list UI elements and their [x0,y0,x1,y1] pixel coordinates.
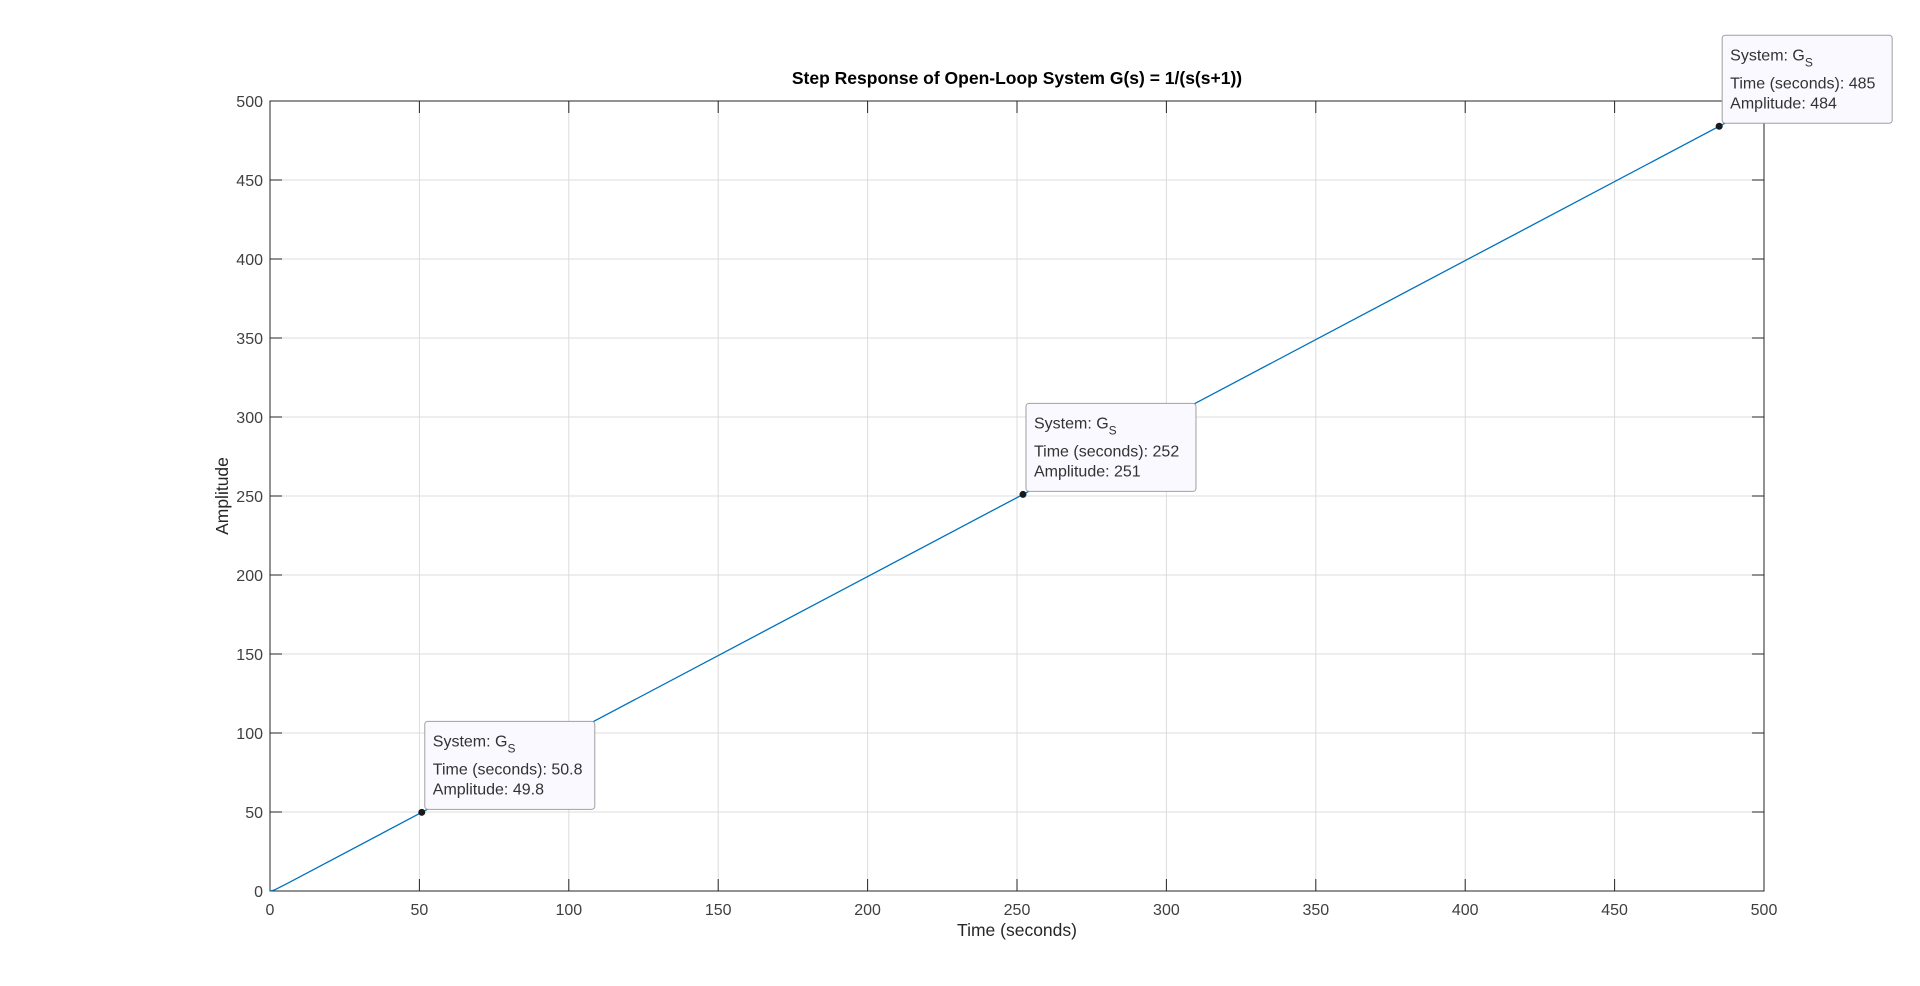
y-tick-label: 300 [236,410,263,427]
datatip-system-subscript: S [1109,423,1117,437]
y-tick-label: 400 [236,252,263,269]
y-tick-label: 200 [236,568,263,585]
datatip-system: System: GS [1730,47,1813,69]
y-tick-label: 100 [236,726,263,743]
y-axis-label: Amplitude [212,457,232,535]
chart-title: Step Response of Open-Loop System G(s) =… [792,68,1242,88]
datatip[interactable]: System: GS Time (seconds): 50.8 Amplitude:… [418,720,596,816]
y-tick-label: 150 [236,647,263,664]
datatip-marker[interactable] [1019,490,1027,498]
datatip-time: Time (seconds): 485 [1730,75,1875,92]
x-tick-label: 250 [1004,902,1031,919]
y-tick-label: 500 [236,94,263,111]
datatip[interactable]: System: GS Time (seconds): 252 Amplitude: … [1019,402,1197,498]
x-tick-label: 450 [1601,902,1628,919]
datatip-box[interactable] [1025,402,1197,492]
y-tick-label: 250 [236,489,263,506]
datatip-marker[interactable] [1715,122,1723,130]
datatip-box[interactable] [1721,34,1893,124]
datatip-amplitude: Amplitude: 49.8 [433,781,544,798]
y-tick-label: 450 [236,173,263,190]
datatip-time: Time (seconds): 50.8 [433,761,583,778]
y-tick-label: 350 [236,331,263,348]
ticks: 0 50 100 150 200 250 300 350 400 450 500 0 50 100 150 2… [236,94,1777,919]
datatip-system-subscript: S [1805,55,1813,69]
datatip-system: System: GS [433,733,516,755]
x-tick-label: 500 [1751,902,1778,919]
x-tick-label: 400 [1452,902,1479,919]
datatip-system: System: GS [1034,415,1117,437]
x-tick-label: 350 [1302,902,1329,919]
y-tick-label: 50 [245,805,263,822]
datatip-time: Time (seconds): 252 [1034,443,1179,460]
datatips-group: System: GS Time (seconds): 50.8 Amplitude:… [418,34,1893,816]
datatip-amplitude: Amplitude: 484 [1730,95,1837,112]
x-tick-label: 0 [266,902,275,919]
grid [270,101,1764,891]
x-axis-label: Time (seconds) [957,920,1077,940]
x-tick-label: 200 [854,902,881,919]
x-tick-label: 50 [411,902,429,919]
y-tick-label: 0 [254,884,263,901]
datatip[interactable]: System: GS Time (seconds): 485 Amplitude: … [1715,34,1893,130]
x-tick-label: 300 [1153,902,1180,919]
x-tick-label: 150 [705,902,732,919]
datatip-system-subscript: S [507,741,515,755]
datatip-amplitude: Amplitude: 251 [1034,463,1141,480]
x-tick-label: 100 [555,902,582,919]
datatip-marker[interactable] [418,808,426,816]
datatip-box[interactable] [424,720,596,810]
